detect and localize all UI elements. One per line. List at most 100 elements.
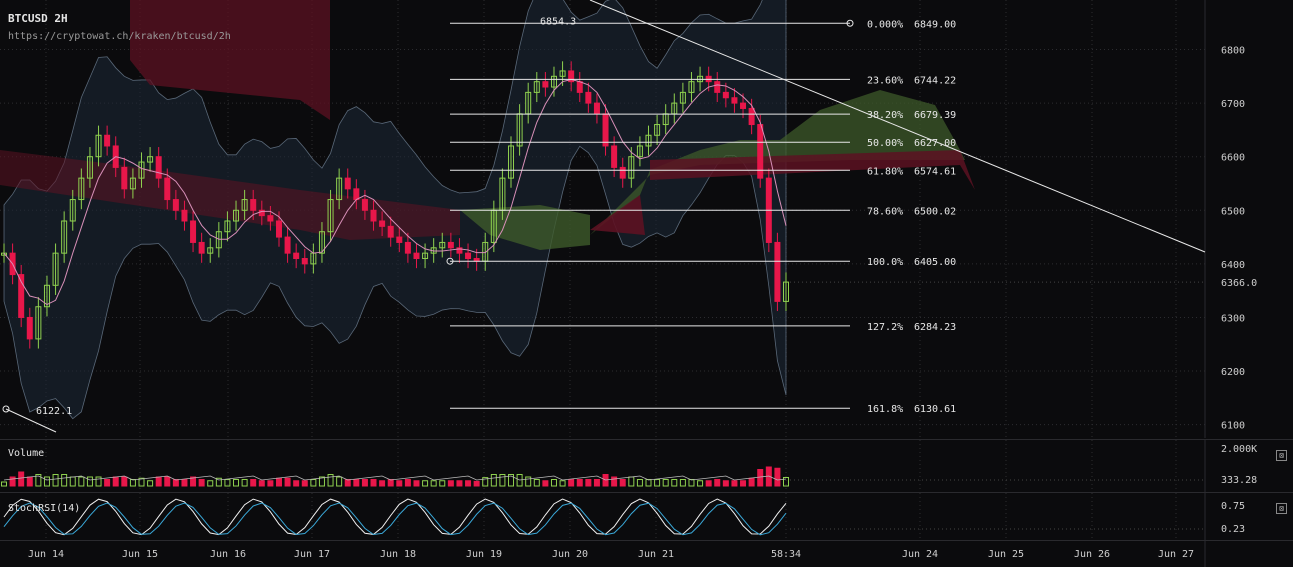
candle-body xyxy=(731,97,738,104)
volume-bar xyxy=(705,480,712,487)
trend-line-small xyxy=(5,408,57,433)
y-tick-label: 6200 xyxy=(1221,367,1245,378)
volume-bar xyxy=(611,476,618,487)
volume-ma-line xyxy=(3,475,787,481)
volume-bar xyxy=(301,480,308,487)
volume-bar xyxy=(250,479,257,487)
candle-body xyxy=(78,177,85,201)
volume-bar xyxy=(748,477,755,487)
close-stochrsi-icon[interactable]: ⊠ xyxy=(1276,503,1287,514)
candle-body xyxy=(35,306,42,340)
chart-url[interactable]: https://cryptowat.ch/kraken/btcusd/2h xyxy=(8,31,231,42)
candle-body xyxy=(688,81,695,93)
volume-bar xyxy=(740,480,747,487)
volume-bar xyxy=(138,477,145,487)
volume-bar xyxy=(26,476,33,487)
volume-bar xyxy=(679,479,686,487)
candle-body xyxy=(645,134,652,147)
stochrsi-panel: 0.75 0.23 StochRSI(14) ⊠ xyxy=(0,492,1293,541)
volume-panel: 2.000K 333.28 Volume ⊠ xyxy=(0,439,1293,492)
volume-bar xyxy=(439,480,446,487)
candle-body xyxy=(559,70,566,77)
fib-level-price: 6500.02 xyxy=(914,206,956,217)
candle-body xyxy=(568,70,575,83)
volume-bar xyxy=(353,479,360,487)
volume-bar xyxy=(413,480,420,487)
volume-bar xyxy=(61,474,68,487)
volume-bar xyxy=(662,479,669,487)
candle-body xyxy=(284,236,291,254)
candle-body xyxy=(138,161,145,179)
volume-bar xyxy=(293,480,300,487)
volume-bar xyxy=(456,480,463,487)
volume-bar xyxy=(628,476,635,487)
fib-level-price: 6574.61 xyxy=(914,166,956,177)
fib-level-percent: 127.2% xyxy=(867,322,903,333)
volume-bar xyxy=(207,480,214,487)
fib-level-percent: 50.00% xyxy=(867,138,903,149)
ichimoku-cloud-red xyxy=(130,0,330,120)
volume-bar xyxy=(645,479,652,487)
candle-body xyxy=(379,220,386,227)
fib-level-percent: 23.60% xyxy=(867,75,903,86)
volume-bar xyxy=(714,479,721,487)
candle-body xyxy=(293,252,300,260)
volume-bar xyxy=(370,479,377,487)
volume-bar xyxy=(404,479,411,487)
volume-bar xyxy=(284,477,291,487)
candle-body xyxy=(198,241,205,254)
volume-bar xyxy=(783,477,789,487)
volume-bar xyxy=(147,480,154,487)
volume-bar xyxy=(490,474,497,487)
candle-body xyxy=(533,81,540,93)
last-price-label: 6366.0 xyxy=(1221,278,1257,289)
volume-bar xyxy=(688,479,695,487)
y-tick-label: 6400 xyxy=(1221,260,1245,271)
volume-bar xyxy=(576,479,583,487)
candle-body xyxy=(593,102,600,115)
volume-bar xyxy=(731,480,738,487)
volume-bar xyxy=(164,476,171,487)
volume-bar xyxy=(241,479,248,487)
volume-bar xyxy=(387,479,394,487)
volume-bar xyxy=(516,474,523,487)
ichimoku-cloud-red-lower xyxy=(0,150,460,240)
candle-body xyxy=(43,284,50,308)
volume-bar xyxy=(542,480,549,487)
volume-bar xyxy=(654,479,661,487)
volume-tick-label: 333.28 xyxy=(1221,475,1257,486)
candle-body xyxy=(86,156,93,179)
x-tick-label: Jun 21 xyxy=(638,549,674,560)
candle-body xyxy=(104,134,111,147)
x-tick-label: Jun 14 xyxy=(28,549,64,560)
volume-bar xyxy=(585,479,592,487)
stochrsi-k-line xyxy=(3,498,787,536)
volume-bar xyxy=(636,479,643,487)
volume-bar xyxy=(361,479,368,487)
volume-bar xyxy=(112,476,119,487)
candle-body xyxy=(508,145,515,179)
high-label: 6854.3 xyxy=(540,16,576,27)
volume-bar xyxy=(198,479,205,487)
candle-body xyxy=(181,209,188,222)
volume-bar xyxy=(172,479,179,487)
x-tick-label: Jun 25 xyxy=(988,549,1024,560)
candle-body xyxy=(129,177,136,190)
stochrsi-tick-label: 0.75 xyxy=(1221,501,1245,512)
trend-line xyxy=(589,0,1206,253)
volume-bar xyxy=(233,479,240,487)
x-tick-label: Jun 26 xyxy=(1074,549,1110,560)
candle-body xyxy=(215,231,222,249)
x-tick-label: Jun 24 xyxy=(902,549,938,560)
candle-body xyxy=(602,113,609,147)
candle-body xyxy=(275,220,282,238)
candle-body xyxy=(456,247,463,254)
x-tick-label: 58:34 xyxy=(771,549,801,560)
volume-chart: 2.000K 333.28 xyxy=(1,440,1257,492)
volume-bar xyxy=(499,474,506,487)
close-volume-icon[interactable]: ⊠ xyxy=(1276,450,1287,461)
price-chart[interactable]: 6800 6700 6600 6500 6400 6300 6200 6100 0.000% 68… xyxy=(0,0,1293,438)
candle-body xyxy=(611,145,618,168)
volume-bar xyxy=(258,480,265,487)
candle-body xyxy=(740,102,747,109)
